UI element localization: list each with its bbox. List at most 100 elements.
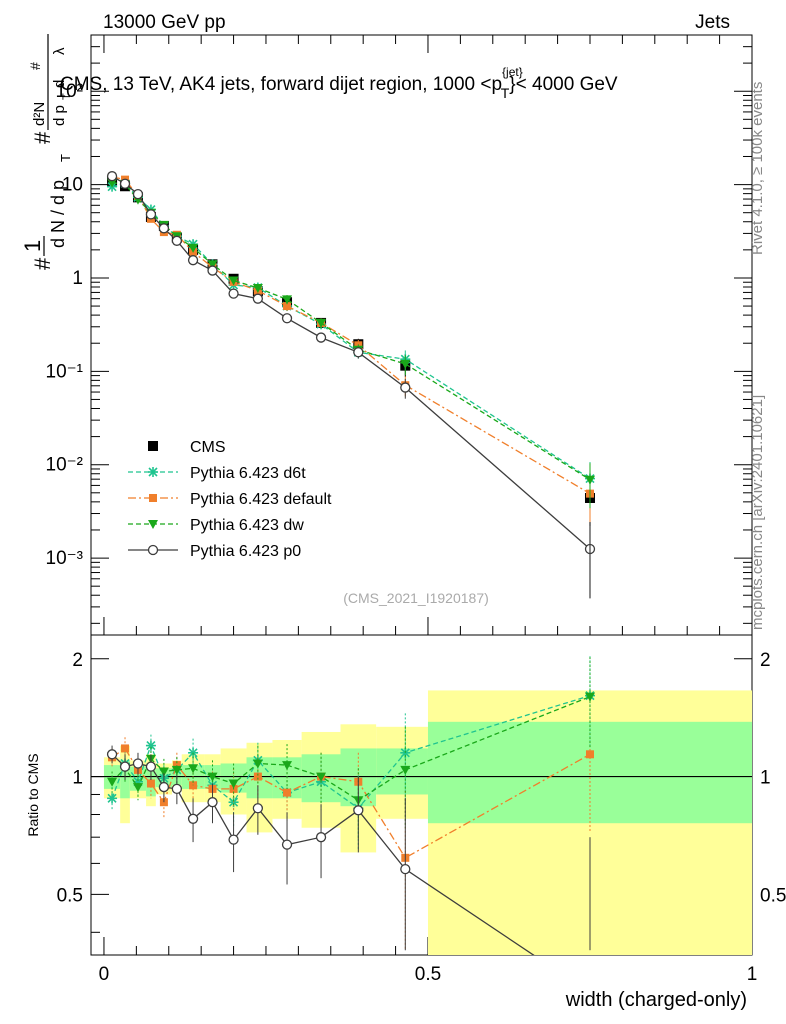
cms-legend-label: CMS [190,439,226,456]
d6t-marker [148,467,158,477]
header-left: 13000 GeV pp [103,12,226,33]
ratio-plot-layer: 0 0.5 1 0.5 0.5 1 1 2 2 [57,650,786,985]
dw-marker [400,765,411,775]
pythia-6-423-default-legend-label: Pythia 6.423 default [190,491,332,508]
dw-marker [282,761,293,771]
dw-marker [188,243,199,253]
analysis-id: (CMS_2021_I1920187) [343,590,489,606]
x-axis-label: width (charged-only) [565,989,747,1011]
p0-marker [228,288,239,299]
p0-marker [145,209,157,220]
p0-marker [119,761,131,772]
ratio-series-group [106,656,595,955]
p0-marker [400,382,411,393]
dw-marker [188,764,199,774]
dw-marker [107,777,118,787]
svg-text:#: # [30,131,55,144]
svg-text:1: 1 [20,240,45,252]
x-tick-label: 1 [747,964,758,985]
p0-marker [207,265,218,276]
p0-marker [400,864,411,875]
p0-marker [158,223,170,234]
dw-marker [584,475,595,485]
svg-text:T: T [61,93,73,100]
ratio-y-tick-label-right: 1 [760,768,771,789]
pythia-6-423-dw-ratio-line [111,696,591,801]
p0-marker [171,235,183,246]
svg-text:#: # [27,62,43,70]
d6t-marker-stroke [148,467,158,477]
main-y-tick-label: 10⁻² [46,455,84,476]
p0-marker [147,544,159,556]
dw-marker [252,759,263,769]
cms-marker [148,441,158,451]
d6t-marker [107,793,118,804]
pythia-6-423-dw-legend-label: Pythia 6.423 dw [190,517,304,534]
p0-marker [145,761,157,772]
p0-marker [353,347,364,358]
plot-title: CMS, 13 TeV, AK4 jets, forward dijet reg… [60,65,618,101]
default-marker [146,779,155,788]
p0-marker [281,839,293,850]
p0-marker [315,832,327,843]
ratio-y-tick-label-right: 2 [760,650,771,671]
rivet-label: Rivet 4.1.0, ≥ 100k events [749,82,766,255]
svg-text:d²N: d²N [31,102,48,126]
main-y-tick-label: 10⁻³ [46,548,84,569]
dw-marker [107,178,118,188]
ratio-y-label: Ratio to CMS [25,753,41,836]
p0-marker [187,255,199,266]
dw-marker [158,767,169,777]
dw-marker [316,772,327,782]
d6t-marker-stroke [107,793,117,803]
mcplots-label: mcplots.cern.ch [arXiv:2401.10621] [749,395,766,630]
dw-marker [584,692,595,702]
dw-marker [207,260,218,270]
p0-marker [228,834,239,845]
svg-text:d p: d p [51,105,68,126]
p0-marker [207,797,218,808]
pythia-6-423-d6t-line [111,182,591,480]
ratio-y-tick-label-left: 2 [72,650,83,671]
ratio-y-tick-label-right: 0.5 [760,885,786,906]
pythia-6-423-default-line [111,176,591,495]
default-marker [253,772,262,781]
ratio-y-tick-label-left: 1 [72,768,83,789]
p0-marker [132,758,144,769]
main-y-tick-label: 10⁻¹ [46,361,84,382]
main-y-tick-label: 1 [72,268,83,289]
p0-marker [119,178,131,189]
svg-text:#: # [30,257,55,270]
svg-text:d: d [51,80,68,88]
default-marker [172,761,181,770]
p0-marker [252,803,264,814]
dw-marker [148,520,158,529]
p0-marker [252,293,264,304]
p0-marker [187,813,199,824]
default-marker [149,494,157,502]
main-y-label: # 1 d N / d p T # d²N d p T d # λ [20,34,73,270]
main-plot-layer: 10⁻³ 10⁻² 10⁻¹ 1 10 10² [46,34,753,955]
d6t-marker [145,740,156,751]
svg-text:d N / d p: d N / d p [48,180,68,248]
dw-marker [207,772,218,782]
pythia-6-423-p0-legend-label: Pythia 6.423 p0 [190,543,301,560]
default-marker [585,750,594,759]
p0-marker [281,313,293,324]
dw-marker [252,284,263,294]
dw-marker [282,295,293,305]
p0-marker [106,171,118,182]
p0-marker [158,781,170,793]
main-y-tick-label: 10 [62,175,83,196]
dw-marker [228,779,239,789]
d6t-marker-stroke [146,741,156,751]
x-tick-label: 0 [99,964,110,985]
header-right: Jets [695,12,730,33]
p0-marker [315,332,327,343]
default-marker [283,302,292,311]
pythia-6-423-p0-line [111,175,591,550]
ratio-y-tick-label-left: 0.5 [57,885,83,906]
dw-marker [316,318,327,328]
main-y-tick-label: 10² [56,81,83,102]
